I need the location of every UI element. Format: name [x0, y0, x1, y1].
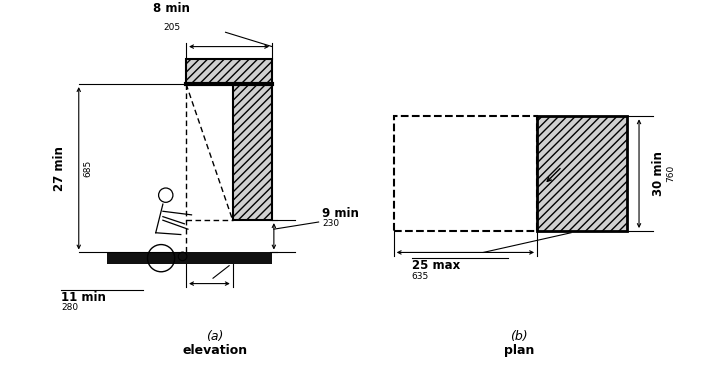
Bar [107, 252, 272, 264]
Text: (b): (b) [511, 330, 528, 343]
Text: 30 min: 30 min [652, 151, 664, 196]
Bar [537, 117, 626, 231]
Text: 685: 685 [83, 160, 92, 177]
Text: plan: plan [504, 344, 534, 358]
Bar [186, 59, 272, 84]
Bar [394, 117, 537, 231]
Text: 8 min: 8 min [153, 2, 190, 15]
Text: 11 min: 11 min [61, 291, 106, 304]
Text: 9 min: 9 min [322, 206, 359, 220]
Text: (a): (a) [206, 330, 223, 343]
Text: 760: 760 [666, 165, 675, 182]
Text: 280: 280 [61, 303, 78, 312]
Text: 635: 635 [412, 272, 429, 281]
Text: 25 max: 25 max [412, 259, 460, 272]
Text: 230: 230 [322, 219, 339, 228]
Bar [233, 84, 272, 220]
Text: 27 min: 27 min [52, 146, 66, 191]
Text: 205: 205 [163, 23, 180, 32]
Text: elevation: elevation [183, 344, 247, 358]
